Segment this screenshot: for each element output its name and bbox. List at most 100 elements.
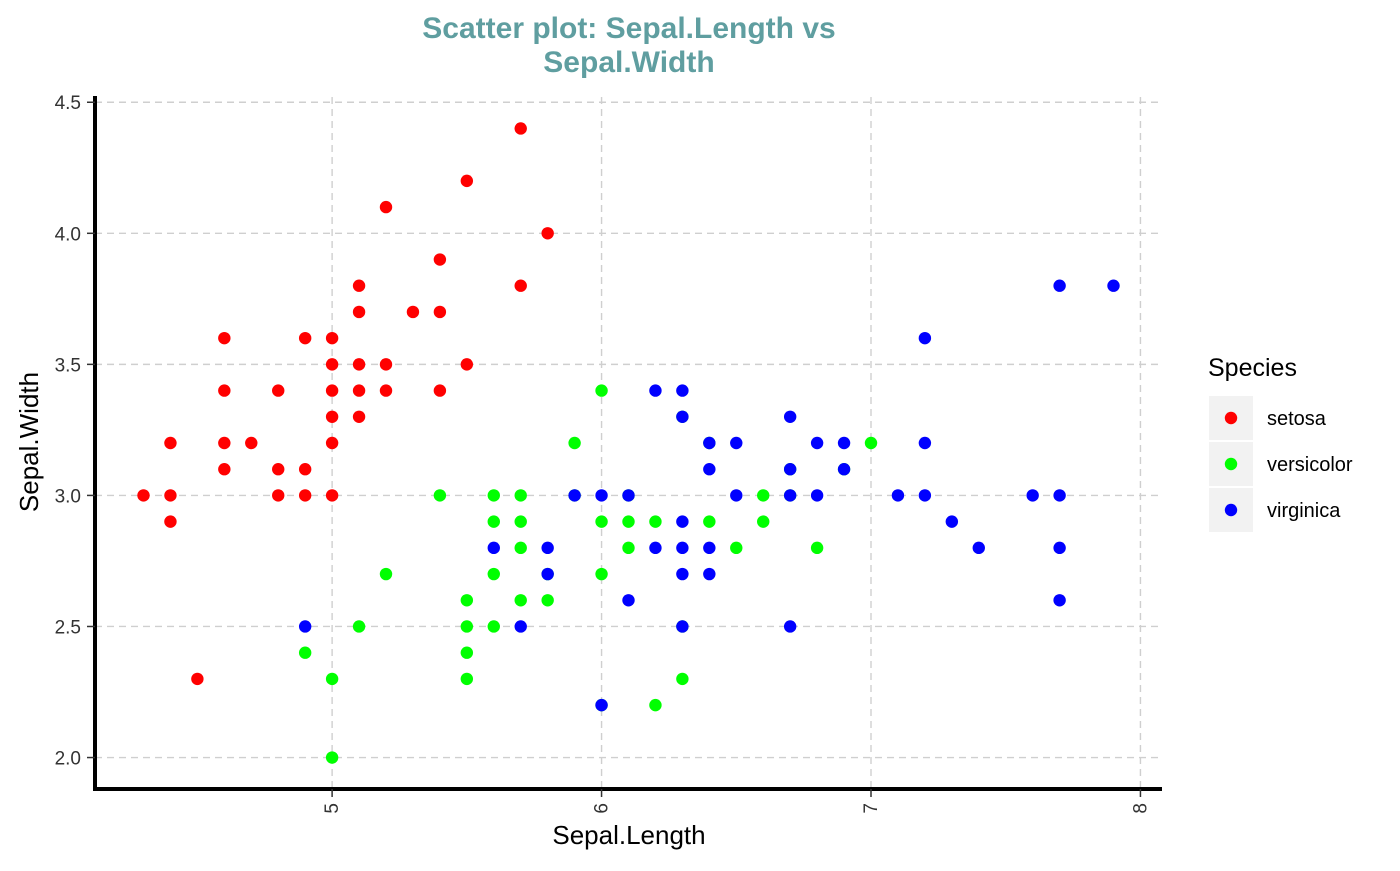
legend-label-versicolor: versicolor <box>1267 454 1353 476</box>
x-tick-label-5: 5 <box>322 803 343 814</box>
point-virginica-16 <box>676 410 689 423</box>
point-virginica-43 <box>1107 279 1120 292</box>
point-setosa-16 <box>325 489 339 502</box>
point-virginica-33 <box>918 489 932 502</box>
point-virginica-17 <box>676 384 689 397</box>
point-versicolor-25 <box>595 384 608 397</box>
y-axis-label: Sepal.Width <box>14 372 44 512</box>
point-setosa-19 <box>325 384 339 397</box>
point-virginica-2 <box>514 620 527 633</box>
legend-swatch-versicolor <box>1224 457 1238 471</box>
point-setosa-3 <box>164 436 177 450</box>
legend-swatch-virginica <box>1224 503 1238 517</box>
point-setosa-25 <box>352 305 366 319</box>
point-virginica-20 <box>703 463 716 476</box>
point-virginica-32 <box>891 489 905 502</box>
point-setosa-34 <box>460 358 474 371</box>
point-versicolor-0 <box>298 646 312 659</box>
legend-label-setosa: setosa <box>1267 408 1327 430</box>
x-axis-label: Sepal.Length <box>552 820 705 850</box>
x-axis-ticks: 5 6 7 8 <box>322 789 1151 814</box>
point-virginica-38 <box>1026 489 1039 502</box>
point-virginica-28 <box>810 489 824 502</box>
point-setosa-31 <box>433 384 447 397</box>
point-setosa-30 <box>406 305 420 319</box>
point-virginica-26 <box>783 463 797 476</box>
point-setosa-33 <box>433 253 447 266</box>
point-versicolor-8 <box>460 620 474 633</box>
point-versicolor-23 <box>595 567 608 581</box>
point-virginica-10 <box>649 541 662 555</box>
y-tick-label-3.5: 3.5 <box>55 355 81 376</box>
point-setosa-35 <box>460 174 474 188</box>
point-virginica-9 <box>622 489 635 502</box>
point-versicolor-10 <box>487 620 500 633</box>
point-virginica-23 <box>730 436 743 450</box>
point-setosa-22 <box>352 410 366 423</box>
point-versicolor-13 <box>487 489 500 502</box>
point-versicolor-1 <box>325 751 339 764</box>
point-virginica-21 <box>703 436 716 450</box>
legend-item-setosa: setosa <box>1209 396 1327 440</box>
point-setosa-9 <box>245 436 258 450</box>
legend-label-virginica: virginica <box>1267 500 1341 522</box>
point-virginica-5 <box>568 489 581 502</box>
point-versicolor-4 <box>379 567 393 581</box>
point-versicolor-34 <box>703 515 716 528</box>
point-versicolor-43 <box>864 436 878 450</box>
point-setosa-13 <box>298 489 312 502</box>
point-setosa-14 <box>298 463 312 476</box>
point-virginica-36 <box>945 515 959 528</box>
point-virginica-13 <box>676 567 689 581</box>
point-setosa-29 <box>379 200 393 214</box>
point-virginica-30 <box>837 463 851 476</box>
point-setosa-28 <box>379 358 393 371</box>
y-tick-label-4.5: 4.5 <box>55 93 81 114</box>
point-setosa-27 <box>379 384 393 397</box>
point-versicolor-11 <box>487 567 500 581</box>
point-virginica-6 <box>595 698 608 712</box>
point-setosa-2 <box>164 489 177 502</box>
point-setosa-10 <box>272 489 285 502</box>
axes <box>93 96 1162 791</box>
point-setosa-21 <box>325 331 339 345</box>
point-setosa-7 <box>218 384 231 397</box>
point-setosa-4 <box>191 672 204 686</box>
point-virginica-11 <box>649 384 662 397</box>
point-virginica-12 <box>676 620 689 633</box>
point-setosa-0 <box>137 489 150 502</box>
point-virginica-22 <box>730 489 743 502</box>
chart-title-line-2: Sepal.Width <box>543 46 714 79</box>
point-versicolor-16 <box>514 515 527 528</box>
y-tick-label-2.0: 2.0 <box>55 749 81 770</box>
point-versicolor-2 <box>325 672 339 686</box>
gridlines <box>95 97 1162 789</box>
point-setosa-20 <box>325 358 339 371</box>
point-versicolor-12 <box>487 515 500 528</box>
point-virginica-24 <box>783 620 797 633</box>
y-tick-label-4.0: 4.0 <box>55 224 81 245</box>
point-versicolor-5 <box>433 489 447 502</box>
point-virginica-39 <box>1053 594 1066 607</box>
point-setosa-36 <box>514 279 527 292</box>
x-tick-label-8: 8 <box>1130 803 1151 814</box>
y-tick-label-3.0: 3.0 <box>55 486 81 507</box>
point-virginica-41 <box>1053 489 1066 502</box>
point-versicolor-29 <box>649 698 662 712</box>
point-setosa-1 <box>164 515 177 528</box>
point-setosa-37 <box>514 122 527 135</box>
legend-item-virginica: virginica <box>1209 488 1341 532</box>
point-setosa-5 <box>218 463 231 476</box>
point-setosa-11 <box>272 463 285 476</box>
point-virginica-7 <box>595 489 608 502</box>
point-virginica-14 <box>676 541 689 555</box>
point-virginica-42 <box>1053 279 1066 292</box>
y-tick-label-2.5: 2.5 <box>55 617 81 638</box>
point-versicolor-41 <box>810 541 824 555</box>
point-virginica-35 <box>918 331 932 345</box>
point-virginica-31 <box>837 436 851 450</box>
data-points <box>137 122 1120 764</box>
point-setosa-8 <box>218 331 231 345</box>
